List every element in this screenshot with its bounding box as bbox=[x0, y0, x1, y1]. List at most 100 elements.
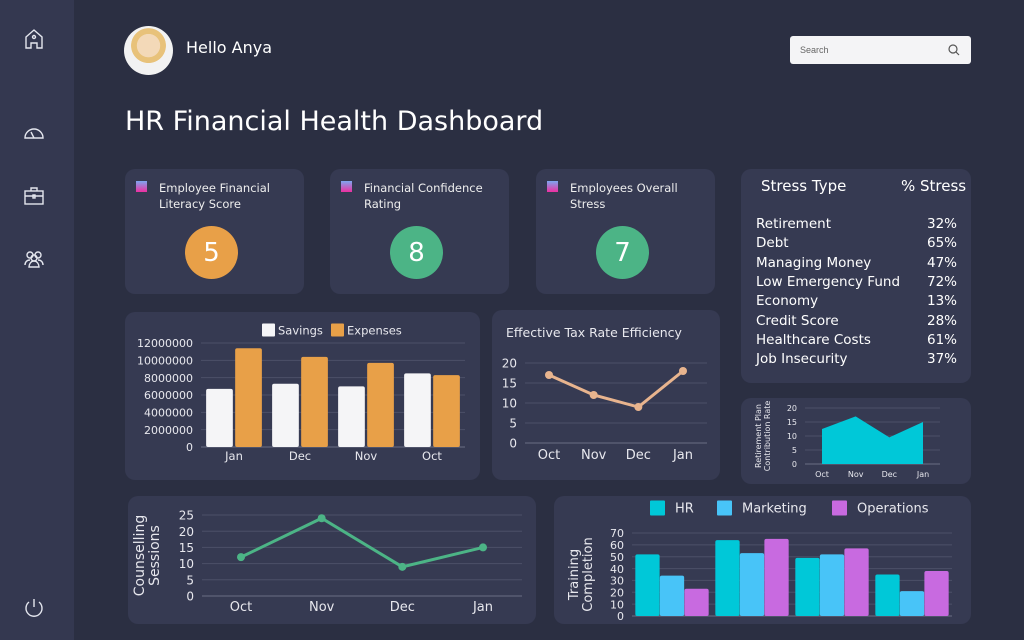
training-chart-card: 0 10 20 30 40 50 60 70 TrainingCompletion HR Marke… bbox=[554, 496, 971, 624]
legend-swatch bbox=[717, 500, 732, 516]
x-tick-label: Dec bbox=[390, 600, 415, 615]
bar-savings bbox=[338, 386, 365, 447]
data-point bbox=[545, 371, 553, 379]
table-row: Healthcare Costs 61% bbox=[756, 332, 957, 348]
y-tick-label: 20 bbox=[179, 525, 194, 539]
stress-percent: 65% bbox=[926, 235, 957, 252]
legend-label: Expenses bbox=[347, 324, 402, 338]
table-row: Job Insecurity 37% bbox=[756, 351, 957, 367]
legend-label: HR bbox=[675, 502, 694, 517]
y-tick-label: 0 bbox=[186, 590, 194, 604]
x-tick-label: Jan bbox=[916, 470, 929, 479]
chart-title: Effective Tax Rate Efficiency bbox=[506, 325, 683, 340]
stress-type: Healthcare Costs bbox=[756, 331, 871, 348]
dashboard-gauge-icon[interactable] bbox=[22, 120, 46, 144]
legend-swatch bbox=[832, 500, 847, 516]
y-tick-label: 15 bbox=[787, 418, 797, 427]
y-tick-label: 0 bbox=[617, 610, 624, 623]
bar-hr bbox=[875, 574, 900, 616]
x-tick-label: Nov bbox=[355, 449, 378, 463]
bar-marketing bbox=[819, 554, 845, 616]
x-tick-label: Oct bbox=[538, 448, 560, 463]
legend-swatch bbox=[650, 500, 665, 516]
y-tick-label: 2000000 bbox=[144, 424, 193, 437]
y-tick-label: 5 bbox=[186, 573, 194, 587]
y-tick-label: 10 bbox=[179, 557, 194, 571]
y-axis-label: CounsellingSessions bbox=[132, 515, 163, 596]
y-tick-label: 40 bbox=[610, 563, 624, 576]
kpi-swatch bbox=[136, 181, 147, 192]
table-row: Debt 65% bbox=[756, 235, 957, 251]
y-tick-label: 15 bbox=[179, 541, 194, 555]
users-icon[interactable] bbox=[22, 246, 46, 270]
area-series bbox=[822, 416, 923, 464]
y-tick-label: 4000000 bbox=[144, 407, 193, 420]
data-point bbox=[237, 553, 245, 562]
y-tick-label: 20 bbox=[610, 586, 624, 599]
y-tick-label: 0 bbox=[509, 437, 517, 451]
legend-label: Operations bbox=[857, 502, 929, 517]
y-tick-label: 10000000 bbox=[137, 355, 193, 368]
home-icon[interactable] bbox=[22, 27, 46, 51]
bar-expenses bbox=[235, 348, 262, 447]
y-axis-label: Retirement PlanContribution Rate bbox=[754, 401, 772, 472]
kpi-label: Employees Overall Stress bbox=[570, 181, 678, 211]
data-point bbox=[479, 543, 487, 552]
tax-rate-chart: 0 5 10 15 20 Effective Tax Rate Efficiency Oct… bbox=[502, 325, 707, 463]
bar-operations bbox=[764, 538, 789, 616]
briefcase-icon[interactable] bbox=[22, 184, 46, 208]
tax-rate-chart-card: 0 5 10 15 20 Effective Tax Rate Efficiency Oct… bbox=[492, 310, 720, 480]
savings-expenses-chart: 0 2000000 4000000 6000000 8000000 10000000 120… bbox=[137, 323, 465, 463]
x-tick-label: Jan bbox=[672, 448, 693, 463]
table-row: Low Emergency Fund 72% bbox=[756, 274, 957, 290]
line-series bbox=[240, 516, 484, 569]
column-header-stress-type: Stress Type bbox=[761, 177, 847, 195]
search-input[interactable] bbox=[790, 36, 971, 64]
bar-savings bbox=[404, 373, 431, 447]
y-axis-label: TrainingCompletion bbox=[567, 537, 596, 611]
savings-expenses-chart-card: 0 2000000 4000000 6000000 8000000 10000000 120… bbox=[125, 312, 480, 480]
bar-marketing bbox=[899, 591, 925, 616]
legend-swatch bbox=[331, 323, 344, 337]
kpi-label: Employee Financial Literacy Score bbox=[159, 181, 270, 211]
kpi-swatch bbox=[547, 181, 558, 192]
stress-type: Retirement bbox=[756, 216, 831, 232]
kpi-card-stress: Employees Overall Stress 7 bbox=[536, 169, 715, 294]
y-tick-label: 10 bbox=[610, 598, 624, 611]
bar-hr bbox=[795, 557, 820, 616]
stress-type: Debt bbox=[756, 235, 789, 252]
search-icon[interactable] bbox=[947, 43, 961, 57]
stress-percent: 47% bbox=[926, 254, 957, 271]
y-tick-label: 10 bbox=[502, 397, 517, 411]
stress-type: Economy bbox=[756, 293, 819, 310]
table-row: Economy 13% bbox=[756, 293, 957, 309]
legend-swatch bbox=[262, 323, 275, 337]
avatar[interactable] bbox=[124, 26, 173, 75]
bar-hr bbox=[635, 554, 660, 616]
stress-type: Low Emergency Fund bbox=[756, 273, 901, 290]
kpi-value: 8 bbox=[390, 226, 443, 279]
stress-percent: 28% bbox=[926, 312, 957, 329]
stress-type: Credit Score bbox=[756, 312, 839, 329]
x-tick-label: Dec bbox=[626, 448, 651, 463]
bar-expenses bbox=[367, 362, 394, 447]
data-point bbox=[679, 367, 687, 375]
y-tick-label: 50 bbox=[610, 551, 624, 564]
y-tick-label: 20 bbox=[787, 404, 797, 413]
y-tick-label: 5 bbox=[792, 446, 797, 455]
y-tick-label: 15 bbox=[502, 377, 517, 391]
power-icon[interactable] bbox=[22, 596, 46, 620]
legend-label: Marketing bbox=[742, 502, 807, 517]
x-tick-label: Oct bbox=[230, 600, 252, 615]
bar-expenses bbox=[301, 356, 328, 447]
x-tick-label: Oct bbox=[422, 449, 442, 463]
y-tick-label: 6000000 bbox=[144, 389, 193, 402]
kpi-value: 5 bbox=[185, 226, 238, 279]
y-tick-label: 12000000 bbox=[137, 337, 193, 350]
stress-percent: 37% bbox=[926, 351, 957, 368]
x-tick-label: Jan bbox=[224, 449, 243, 463]
kpi-value: 7 bbox=[596, 226, 649, 279]
x-tick-label: Oct bbox=[815, 470, 829, 479]
counselling-chart: 0 5 10 15 20 25 CounsellingSessions Oct Nov Dec Ja… bbox=[132, 509, 522, 615]
